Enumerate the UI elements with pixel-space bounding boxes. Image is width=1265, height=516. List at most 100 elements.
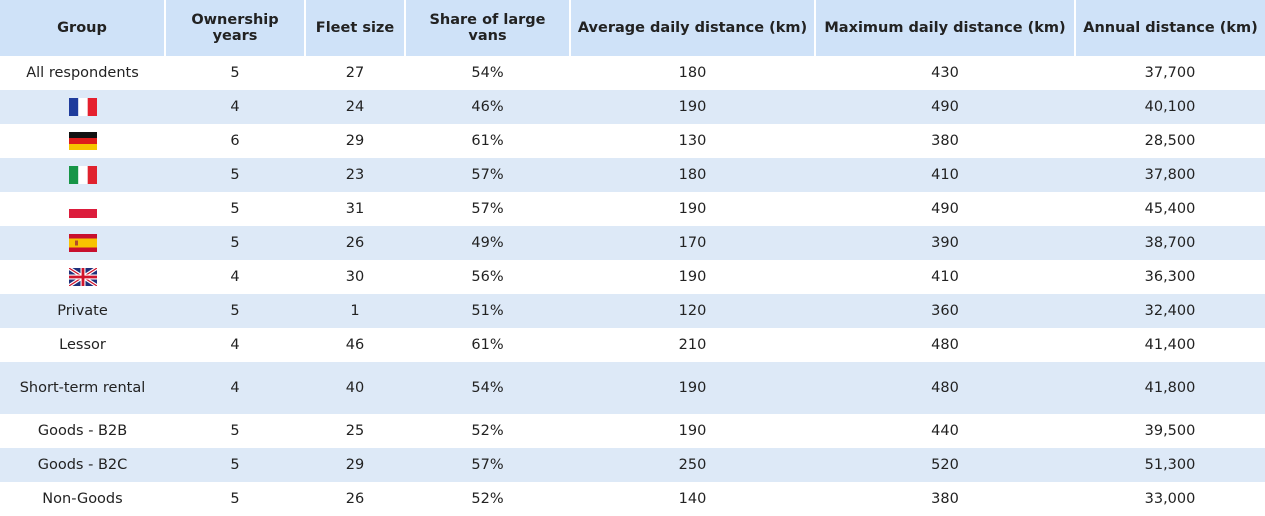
- group-cell: Non-Goods: [42, 490, 123, 507]
- flag-icon: [68, 166, 97, 184]
- value-cell: 5: [165, 226, 305, 260]
- value-cell: 5: [230, 422, 240, 439]
- value-cell: 410: [815, 158, 1075, 192]
- value-cell: 32,400: [1075, 294, 1265, 328]
- value-cell: 1: [305, 294, 405, 328]
- value-cell: 4: [165, 362, 305, 414]
- value-cell: 54%: [405, 362, 570, 414]
- value-cell: 380: [931, 132, 959, 149]
- value-cell: 28,500: [1144, 132, 1196, 149]
- value-cell: 45,400: [1144, 200, 1196, 217]
- flag-cell: [0, 124, 165, 158]
- value-cell: 210: [678, 336, 707, 353]
- value-cell: 40: [305, 362, 405, 414]
- value-cell: 52%: [471, 422, 504, 439]
- group-cell: Goods - B2B: [37, 422, 128, 439]
- table-row: Goods - B2B 5 25 52% 190 440 39,500: [0, 414, 1265, 448]
- value-cell: 5: [230, 64, 240, 81]
- value-cell: 190: [678, 422, 707, 439]
- value-cell: 37,700: [1144, 64, 1196, 81]
- value-cell: 4: [230, 336, 240, 353]
- value-cell: 38,700: [1075, 226, 1265, 260]
- value-cell: 5: [165, 294, 305, 328]
- flag-icon: [68, 98, 97, 116]
- value-cell: 49%: [405, 226, 570, 260]
- value-cell: 29: [345, 132, 365, 149]
- value-cell: 46: [345, 336, 365, 353]
- value-cell: 51,300: [1075, 448, 1265, 482]
- group-cell: All respondents: [26, 64, 139, 81]
- table-row: 4 24 46% 190 490 40,100: [0, 90, 1265, 124]
- group-cell: Goods - B2C: [0, 448, 165, 482]
- value-cell: 39,500: [1144, 422, 1196, 439]
- value-cell: 4: [230, 268, 240, 285]
- value-cell: 180: [570, 158, 815, 192]
- value-cell: 190: [570, 362, 815, 414]
- value-cell: 27: [345, 64, 365, 81]
- value-cell: 430: [931, 64, 959, 81]
- value-cell: 52%: [471, 490, 504, 507]
- header-cell: Maximum daily distance (km): [814, 0, 1075, 56]
- value-cell: 490: [931, 200, 959, 217]
- value-cell: 250: [570, 448, 815, 482]
- value-cell: 440: [931, 422, 959, 439]
- value-cell: 360: [815, 294, 1075, 328]
- table-header: Group Ownership years Fleet size Share of l…: [0, 0, 1265, 56]
- value-cell: 37,800: [1075, 158, 1265, 192]
- header-row: Group Ownership years Fleet size Share of l…: [0, 0, 1265, 56]
- flag-icon: [68, 234, 97, 252]
- value-cell: 26: [305, 226, 405, 260]
- value-cell: 61%: [471, 336, 504, 353]
- value-cell: 36,300: [1144, 268, 1196, 285]
- table-row: Lessor 4 46 61% 210 480 41,400: [0, 328, 1265, 362]
- value-cell: 120: [570, 294, 815, 328]
- value-cell: 24: [305, 90, 405, 124]
- flag-cell: [0, 158, 165, 192]
- value-cell: 520: [815, 448, 1075, 482]
- header-cell: Share of large vans: [404, 0, 570, 56]
- value-cell: 410: [931, 268, 959, 285]
- value-cell: 190: [678, 268, 707, 285]
- value-cell: 61%: [471, 132, 504, 149]
- value-cell: 57%: [471, 200, 504, 217]
- value-cell: 23: [305, 158, 405, 192]
- value-cell: 390: [815, 226, 1075, 260]
- value-cell: 480: [931, 336, 959, 353]
- value-cell: 5: [230, 490, 240, 507]
- value-cell: 130: [678, 132, 707, 149]
- value-cell: 170: [570, 226, 815, 260]
- flag-cell: [0, 192, 165, 226]
- table-row: 4 30 56% 190 410 36,300: [0, 260, 1265, 294]
- header-cell: Fleet size: [304, 0, 405, 56]
- table-row: 5 26 49% 170 390 38,700: [0, 226, 1265, 260]
- value-cell: 490: [815, 90, 1075, 124]
- value-cell: 29: [305, 448, 405, 482]
- table-body: All respondents 5 27 54% 180 430 37,700 4 24 46% 1…: [0, 56, 1265, 516]
- value-cell: 54%: [471, 64, 504, 81]
- group-cell: Lessor: [59, 336, 106, 353]
- value-cell: 30: [345, 268, 365, 285]
- table-row: 5 31 57% 190 490 45,400: [0, 192, 1265, 226]
- header-cell: Group: [0, 0, 165, 56]
- value-cell: 41,800: [1075, 362, 1265, 414]
- group-cell: Short-term rental: [0, 362, 165, 414]
- value-cell: 25: [345, 422, 365, 439]
- value-cell: 46%: [405, 90, 570, 124]
- value-cell: 6: [230, 132, 240, 149]
- table-row: Non-Goods 5 26 52% 140 380 33,000: [0, 482, 1265, 516]
- table-row: All respondents 5 27 54% 180 430 37,700: [0, 56, 1265, 90]
- value-cell: 4: [165, 90, 305, 124]
- header-cell: Average daily distance (km): [569, 0, 815, 56]
- header-cell: Ownership years: [164, 0, 305, 56]
- table-row: Private 5 1 51% 120 360 32,400: [0, 294, 1265, 328]
- value-cell: 33,000: [1144, 490, 1196, 507]
- flag-cell: [0, 226, 165, 260]
- value-cell: 180: [678, 64, 707, 81]
- flag-cell: [0, 90, 165, 124]
- value-cell: 380: [931, 490, 959, 507]
- group-cell: Private: [0, 294, 165, 328]
- table-row: Short-term rental 4 40 54% 190 480 41,800: [0, 362, 1265, 414]
- value-cell: 51%: [405, 294, 570, 328]
